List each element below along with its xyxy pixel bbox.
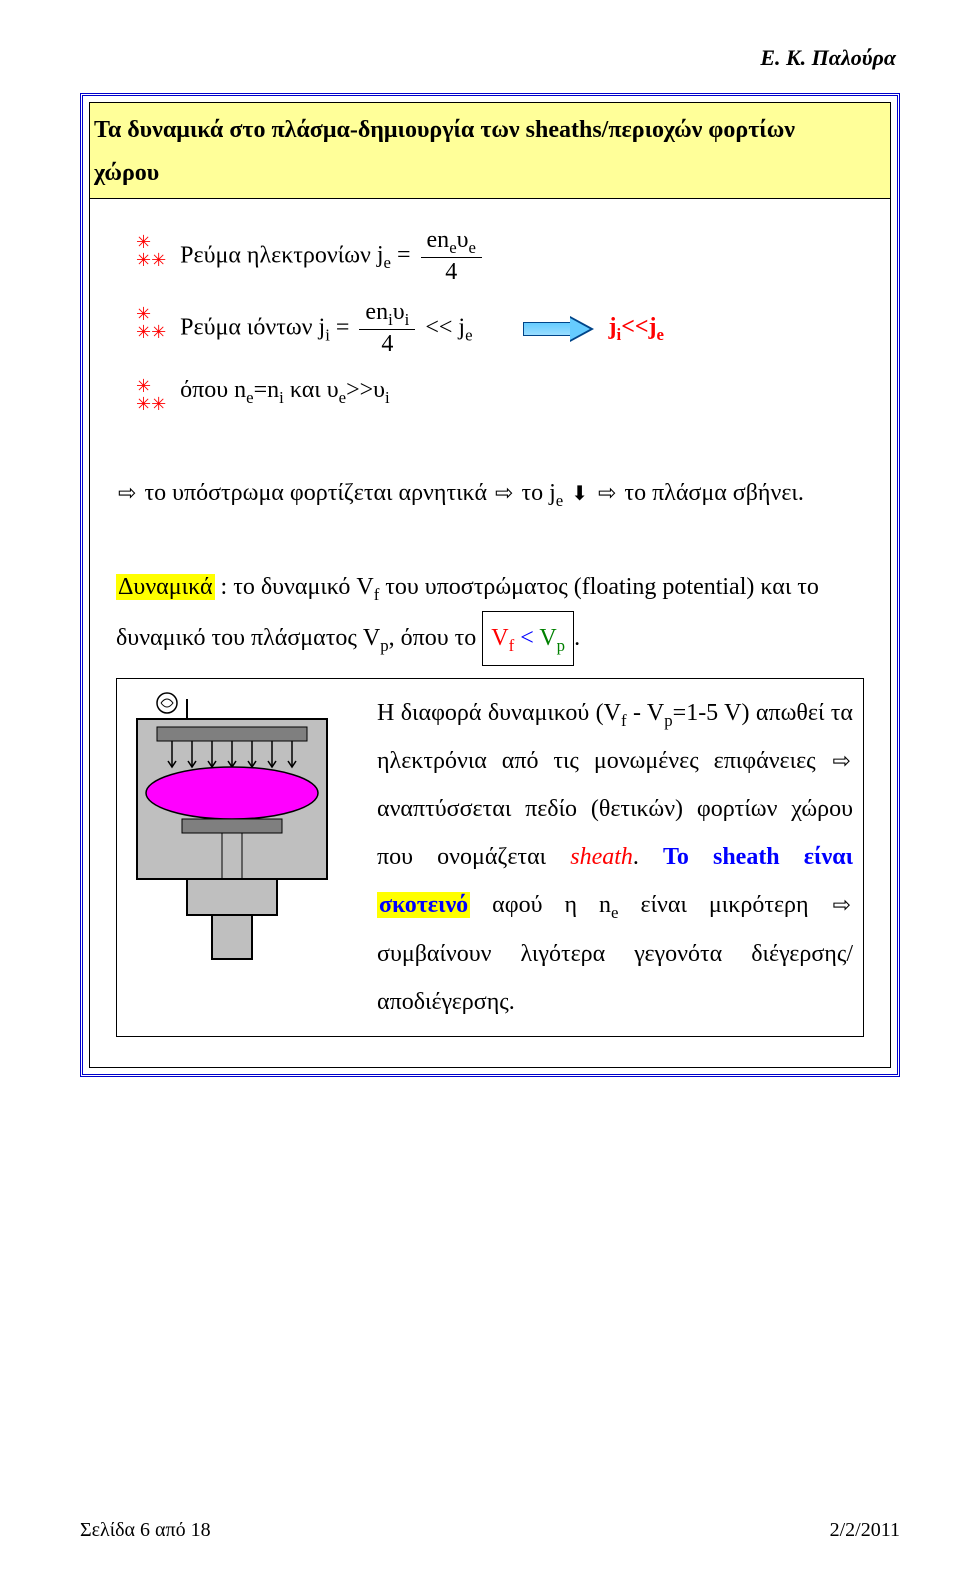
bullet-list: ✳✳✳ Ρεύμα ηλεκτρονίων je = eneυe 4 bbox=[136, 227, 864, 413]
sheath-blue: Το sheath είναι bbox=[663, 844, 853, 870]
label: Ρεύμα ιόντων bbox=[180, 314, 318, 340]
section-title: Τα δυναμικά στο πλάσμα-δημιουργία των sh… bbox=[90, 103, 890, 198]
boxed-inequality: Vf < Vp bbox=[482, 611, 574, 665]
arrow-icon: ⇨ bbox=[833, 892, 851, 917]
figure-paragraph: Η διαφορά δυναμικού (Vf - Vp=1-5 V) απωθ… bbox=[377, 689, 853, 1026]
bullet-3: ✳✳✳ όπου ne=ni και υe>>υi bbox=[136, 371, 864, 413]
label: Ρεύμα ηλεκτρονίων bbox=[180, 242, 377, 268]
figure-and-text: Η διαφορά δυναμικού (Vf - Vp=1-5 V) απωθ… bbox=[116, 678, 864, 1037]
page-footer: Σελίδα 6 από 18 2/2/2011 bbox=[80, 1514, 900, 1546]
arrow-icon: ⇨ bbox=[118, 480, 136, 505]
hl-skoteino: σκοτεινό bbox=[377, 892, 470, 918]
title-line-1: Τα δυναμικά στο πλάσμα-δημιουργία των sh… bbox=[94, 117, 795, 143]
fat-arrow-icon bbox=[523, 316, 595, 342]
down-arrow-icon: ⬇ bbox=[571, 483, 588, 505]
arrow-icon: ⇨ bbox=[833, 748, 851, 773]
arrow-icon: ⇨ bbox=[598, 480, 616, 505]
page: Ε. Κ. Παλούρα Τα δυναμικά στο πλάσμα-δημ… bbox=[0, 0, 960, 1572]
chamber-svg bbox=[127, 689, 337, 969]
highlighted-word: Δυναμικά bbox=[116, 574, 215, 600]
bullet-2-text: Ρεύμα ιόντων ji = eniυi 4 << je bbox=[180, 299, 864, 359]
outer-frame: Τα δυναμικά στο πλάσμα-δημιουργία των sh… bbox=[80, 93, 900, 1076]
footer-right: 2/2/2011 bbox=[830, 1514, 900, 1546]
inner-frame: Τα δυναμικά στο πλάσμα-δημιουργία των sh… bbox=[89, 102, 891, 1067]
implies-arrow: ji<<je bbox=[523, 308, 664, 349]
title-line-2: χώρου bbox=[94, 160, 159, 186]
bullet-3-text: όπου ne=ni και υe>>υi bbox=[180, 371, 864, 412]
bullet-icon: ✳✳✳ bbox=[136, 299, 166, 341]
ji-lt-je: ji<<je bbox=[609, 308, 664, 349]
bullet-2: ✳✳✳ Ρεύμα ιόντων ji = eniυi 4 << je bbox=[136, 299, 864, 359]
bullet-icon: ✳✳✳ bbox=[136, 371, 166, 413]
arrow-icon: ⇨ bbox=[495, 480, 513, 505]
bullet-1-text: Ρεύμα ηλεκτρονίων je = eneυe 4 bbox=[180, 227, 864, 287]
paragraph-dynamika: Δυναμικά : το δυναμικό Vf του υποστρώματ… bbox=[116, 563, 864, 666]
chamber-figure bbox=[127, 689, 357, 979]
bullet-1: ✳✳✳ Ρεύμα ηλεκτρονίων je = eneυe 4 bbox=[136, 227, 864, 287]
sheath-word: sheath bbox=[570, 844, 633, 870]
footer-left: Σελίδα 6 από 18 bbox=[80, 1514, 211, 1546]
statement-line: ⇨ το υπόστρωμα φορτίζεται αρνητικά ⇨ το … bbox=[116, 469, 864, 517]
eq: je = eneυe 4 bbox=[377, 242, 486, 268]
author-line: Ε. Κ. Παλούρα bbox=[80, 40, 900, 75]
bullet-icon: ✳✳✳ bbox=[136, 227, 166, 269]
